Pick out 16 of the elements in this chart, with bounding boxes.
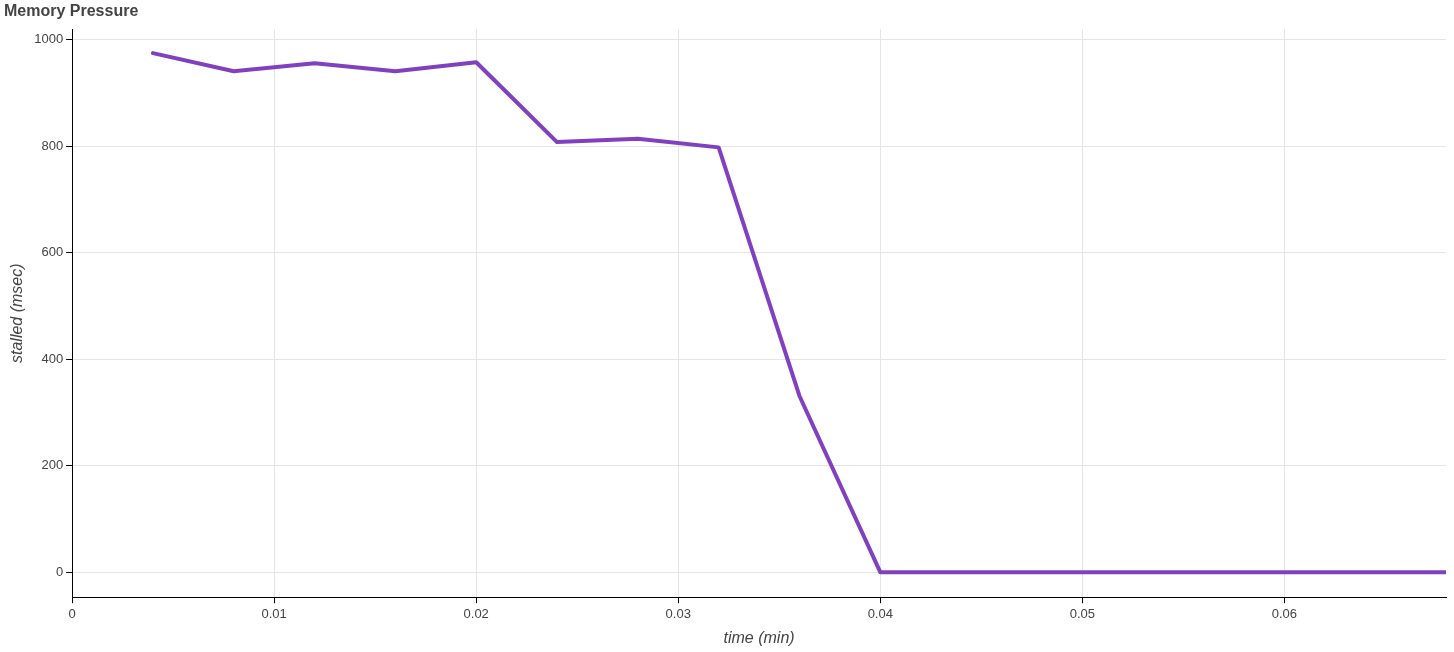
y-tick-label: 400: [41, 350, 64, 366]
chart-title: Memory Pressure: [4, 2, 139, 20]
x-tick-label: 0.02: [463, 605, 489, 621]
y-tick-label: 600: [41, 244, 64, 260]
y-tick-label: 0: [55, 563, 64, 579]
x-tick-label: 0.06: [1271, 605, 1298, 621]
y-tick-label: 800: [41, 137, 64, 153]
x-tick-label: 0.03: [665, 605, 691, 621]
y-tick-label: 200: [41, 457, 64, 473]
x-tick-label: 0.01: [261, 605, 287, 621]
x-tick-label: 0: [68, 605, 76, 621]
x-tick-label: 0.05: [1069, 605, 1095, 621]
x-axis-title: time (min): [723, 628, 795, 646]
y-tick-label: 1000: [34, 31, 64, 47]
y-axis-title: stalled (msec): [8, 263, 26, 363]
x-tick-label: 0.04: [867, 605, 893, 621]
